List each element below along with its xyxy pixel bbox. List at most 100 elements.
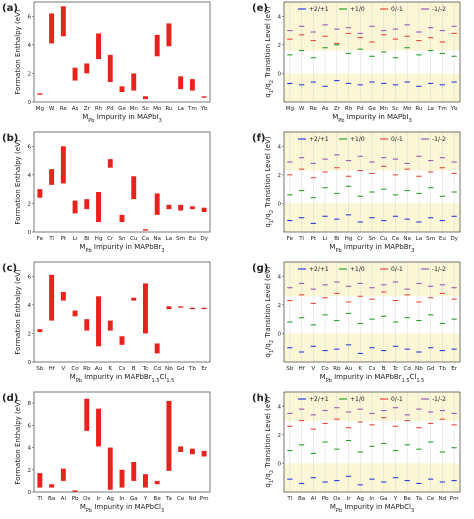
enthalpy-bar bbox=[84, 398, 90, 431]
x-tick-label: B bbox=[382, 366, 386, 372]
x-tick-label: Tb bbox=[438, 366, 446, 372]
enthalpy-bar bbox=[49, 13, 55, 44]
x-tick-label: Ag bbox=[357, 496, 365, 502]
y-axis-label: q1/q2 Transition Level (eV) bbox=[264, 136, 275, 227]
enthalpy-bar bbox=[154, 193, 160, 215]
enthalpy-bar bbox=[119, 469, 125, 488]
x-tick-label: Sn bbox=[118, 236, 126, 242]
x-tick-label: Yb bbox=[450, 106, 458, 112]
x-tick-label: Cd bbox=[153, 366, 161, 372]
panel-label: (d) bbox=[2, 393, 18, 404]
enthalpy-bar bbox=[201, 207, 207, 212]
enthalpy-bar bbox=[96, 192, 101, 222]
panel-label: (f) bbox=[252, 133, 266, 144]
panel-h: 0 2 4 Tl Ba Al Pb Os Ir Ag In Ga Y Be Ta Ce Nd Pm MPb Impu… bbox=[252, 391, 461, 514]
panel-label: (a) bbox=[2, 3, 18, 14]
x-tick-label: La bbox=[166, 236, 173, 242]
y-tick-label: 2 bbox=[27, 71, 31, 77]
x-tick-label: Dy bbox=[200, 236, 208, 242]
x-tick-label: Rb bbox=[333, 366, 341, 372]
enthalpy-bar bbox=[143, 474, 148, 488]
x-tick-label: Bi bbox=[84, 236, 90, 242]
y-tick-label: 4 bbox=[277, 144, 281, 150]
x-tick-label: Li bbox=[73, 236, 78, 242]
x-tick-label: In bbox=[369, 496, 375, 502]
legend-label: 0/-1 bbox=[391, 396, 403, 403]
x-tick-label: Ba bbox=[48, 496, 55, 502]
y-tick-label: 4 bbox=[27, 446, 31, 452]
x-tick-label: Mo bbox=[403, 106, 412, 112]
enthalpy-bar bbox=[131, 73, 137, 91]
x-tick-label: Nd bbox=[439, 496, 447, 502]
axes-frame bbox=[283, 131, 461, 233]
enthalpy-bar bbox=[154, 480, 160, 485]
y-tick-label: 4 bbox=[27, 303, 31, 309]
x-tick-label: Nd bbox=[189, 496, 197, 502]
x-tick-label: Hg bbox=[95, 236, 103, 242]
x-tick-label: Cs bbox=[119, 366, 126, 372]
x-tick-label: Ru bbox=[415, 106, 423, 112]
x-tick-label: Os bbox=[333, 496, 340, 502]
x-tick-label: Zr bbox=[84, 106, 91, 112]
y-axis-label: Formation Enthalpy (eV) bbox=[14, 269, 22, 354]
legend-label: 0/-1 bbox=[391, 266, 403, 273]
panel-a: 0 2 4 6 Mg W Re As Zr Rh Pd Ge Mn Sc Mo Ru La Tm Yb MPb Imp… bbox=[2, 1, 211, 124]
enthalpy-bar bbox=[143, 96, 148, 100]
x-axis-label: MPb Impurity in MAPbBr1.5Cl1.5 bbox=[320, 373, 425, 384]
x-tick-label: Al bbox=[61, 496, 67, 502]
x-tick-label: Yb bbox=[200, 106, 208, 112]
x-tick-label: Gd bbox=[177, 366, 185, 372]
x-tick-label: Au bbox=[345, 366, 353, 372]
enthalpy-bar bbox=[37, 473, 43, 488]
enthalpy-bar bbox=[37, 93, 43, 95]
enthalpy-bar bbox=[60, 468, 66, 481]
x-tick-label: Co bbox=[71, 366, 79, 372]
x-tick-label: Sc bbox=[142, 106, 149, 112]
enthalpy-bar bbox=[107, 54, 113, 82]
x-axis-label: MPb Impurity in MAPbI3 bbox=[82, 113, 162, 124]
x-tick-label: Re bbox=[60, 106, 68, 112]
x-tick-label: W bbox=[49, 106, 55, 112]
enthalpy-bar bbox=[60, 292, 66, 301]
enthalpy-bar bbox=[154, 343, 160, 354]
legend-label: -1/-2 bbox=[432, 136, 446, 143]
y-tick-label: 2 bbox=[27, 201, 31, 207]
y-tick-label: 2 bbox=[277, 173, 281, 179]
enthalpy-bar bbox=[189, 307, 195, 310]
enthalpy-bar bbox=[143, 229, 148, 231]
x-tick-label: La bbox=[427, 106, 434, 112]
x-axis-label: MPb Impurity in MAPbBr1.5Cl1.5 bbox=[70, 373, 175, 384]
y-tick-label: 4 bbox=[277, 404, 281, 410]
x-tick-label: Tl bbox=[286, 496, 292, 502]
legend-label: 0/-1 bbox=[391, 6, 403, 13]
enthalpy-bar bbox=[154, 34, 160, 57]
x-tick-label: Cr bbox=[107, 236, 114, 242]
legend: +2/+1 +1/0 0/-1 -1/-2 bbox=[298, 266, 446, 273]
x-tick-label: Pd bbox=[357, 106, 364, 112]
enthalpy-bar bbox=[178, 76, 184, 90]
y-tick-label: 6 bbox=[27, 274, 31, 280]
legend-label: +2/+1 bbox=[309, 396, 329, 403]
y-tick-label: 2 bbox=[27, 331, 31, 337]
x-tick-label: Pb bbox=[72, 496, 79, 502]
x-axis-label: MPb Impurity in MAPbCl3 bbox=[80, 503, 164, 514]
enthalpy-bar bbox=[189, 448, 195, 455]
y-tick-label: 6 bbox=[27, 14, 31, 20]
x-tick-label: Ce bbox=[177, 496, 185, 502]
legend-label: +1/0 bbox=[350, 266, 365, 273]
panel-d: 0 2 4 6 8 Tl Ba Al Pb Os Ir Ag In Ga Y Be Ta Ce Nd Pm MPb Im… bbox=[2, 391, 211, 514]
enthalpy-bar bbox=[72, 310, 78, 317]
x-axis-label: MPb Impurity in MAPbBr3 bbox=[79, 243, 164, 254]
x-tick-label: Mg bbox=[36, 106, 45, 112]
x-tick-label: La bbox=[177, 106, 184, 112]
x-tick-label: Be bbox=[154, 496, 162, 502]
enthalpy-bar bbox=[201, 450, 207, 457]
enthalpy-bar bbox=[107, 320, 113, 331]
x-tick-label: Tl bbox=[36, 496, 42, 502]
x-tick-label: Ti bbox=[48, 236, 54, 242]
x-tick-label: Al bbox=[311, 496, 317, 502]
axes-frame bbox=[283, 1, 461, 103]
enthalpy-bar bbox=[60, 146, 66, 184]
x-axis-label: MPb Impurity in MAPbCl3 bbox=[330, 503, 414, 514]
y-axis-label: Formation Enthalpy (eV) bbox=[14, 9, 22, 94]
